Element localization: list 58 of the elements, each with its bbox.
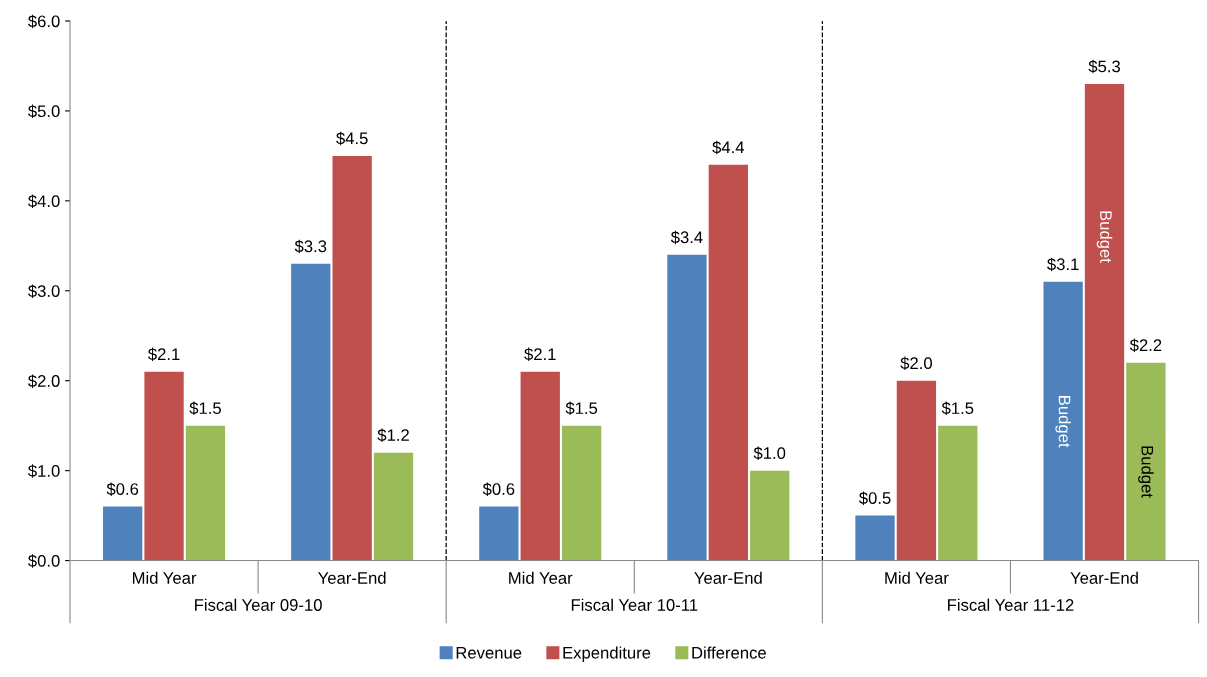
bar (938, 425, 978, 561)
bar (1084, 83, 1125, 561)
text: Fiscal Year 09-10 (195, 598, 322, 611)
legend-label: Expenditure (563, 646, 651, 662)
bar (332, 155, 372, 561)
data-label: $1.5 (565, 401, 598, 416)
data-label: $3.1 (1047, 257, 1079, 272)
annotation: Budget (1055, 396, 1071, 448)
x-tick-label: Year-End (1070, 571, 1138, 584)
y-tick-label: $5.0 (28, 104, 60, 119)
y-tick-label: $1.0 (28, 464, 60, 478)
y-tick-label: $4.0 (28, 194, 60, 209)
data-label: $5.3 (1088, 59, 1120, 74)
legend-label: Revenue (456, 647, 522, 659)
data-label: $1.5 (189, 401, 221, 416)
annotation: Budget (1138, 446, 1154, 498)
data-label: $1.0 (753, 446, 786, 460)
x-tick-label: Mid Year (885, 571, 949, 584)
y-tick-label: $2.0 (28, 374, 60, 388)
bar (103, 506, 143, 561)
x-tick-label: Year-End (318, 571, 386, 584)
bar (373, 452, 414, 561)
data-label: $2.1 (148, 347, 180, 362)
y-tick-label: $0.0 (28, 554, 60, 568)
data-label: $0.5 (859, 491, 891, 505)
bar (1126, 362, 1166, 561)
bar (144, 371, 184, 561)
data-label: $3.3 (294, 239, 327, 254)
data-label: $2.1 (524, 347, 556, 362)
bar (185, 425, 226, 561)
x-tick-label: Mid Year (509, 571, 573, 584)
bar (520, 371, 560, 561)
data-label: $1.2 (377, 428, 409, 443)
legend-label: Difference (692, 646, 766, 659)
data-label: $3.4 (670, 230, 703, 245)
data-label: $4.5 (336, 131, 368, 146)
bar (708, 164, 748, 561)
text: Fiscal Year 10-11 (571, 598, 698, 611)
bar (479, 506, 519, 561)
data-label: $2.2 (1129, 338, 1162, 353)
data-label: $4.4 (712, 140, 745, 155)
data-label: $1.5 (941, 401, 974, 416)
data-label: $0.6 (482, 482, 515, 496)
x-tick-label: Year-End (694, 571, 762, 584)
bar (667, 254, 707, 561)
bar (291, 263, 331, 561)
bar (1043, 281, 1083, 561)
bar (855, 515, 895, 561)
data-label: $0.6 (106, 482, 139, 496)
y-tick-label: $3.0 (28, 284, 60, 298)
bar (896, 380, 937, 561)
y-tick-label: $6.0 (28, 14, 60, 29)
data-label: $2.0 (900, 356, 932, 371)
text: Fiscal Year 11-12 (948, 598, 1074, 611)
x-tick-label: Mid Year (132, 571, 197, 584)
bar (750, 470, 790, 561)
bar (561, 425, 602, 561)
annotation: Budget (1096, 211, 1113, 263)
